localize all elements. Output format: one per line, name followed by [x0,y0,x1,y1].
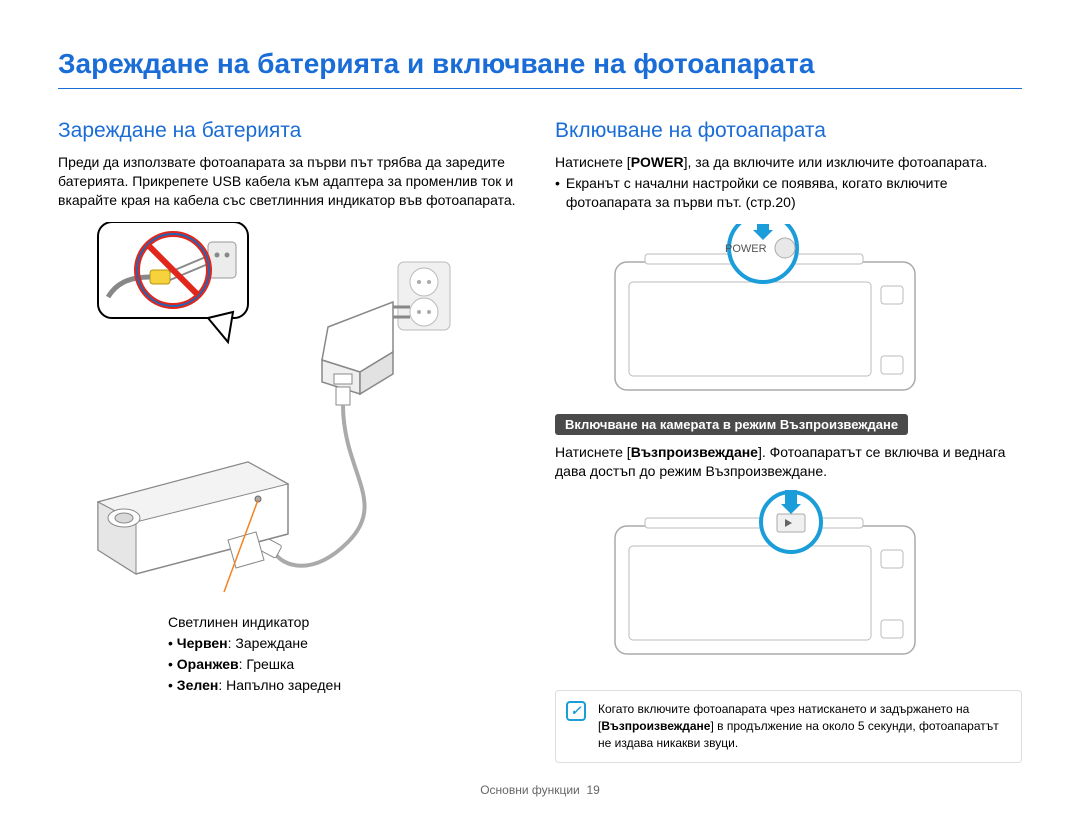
indicator-item: • Зелен: Напълно зареден [168,675,525,696]
note-icon: ✓ [566,701,586,721]
right-bullet-1: • Екранът с начални настройки се появява… [555,174,1022,212]
page-footer: Основни функции 19 [0,783,1080,797]
note-box: ✓ Когато включите фотоапарата чрез натис… [555,690,1022,762]
power-label: POWER [725,243,767,255]
playback-illustration [595,488,1022,660]
left-heading: Зареждане на батерията [58,119,525,143]
indicator-legend: Светлинен индикатор • Червен: Зареждане … [168,612,525,696]
page-title: Зареждане на батерията и включване на фо… [58,48,1022,89]
indicator-item: • Червен: Зареждане [168,633,525,654]
right-column: Включване на фотоапарата Натиснете [POWE… [555,119,1022,763]
ac-adapter [322,302,393,394]
left-paragraph: Преди да използвате фотоапарата за първи… [58,153,525,210]
wall-outlet [398,262,450,330]
right-heading: Включване на фотоапарата [555,119,1022,143]
right-paragraph-2: Натиснете [Възпроизвеждане]. Фотоапаратъ… [555,443,1022,481]
left-column: Зареждане на батерията Преди да използва… [58,119,525,763]
indicator-item: • Оранжев: Грешка [168,654,525,675]
playback-mode-badge: Включване на камерата в режим Възпроизве… [555,414,908,435]
indicator-title: Светлинен индикатор [168,612,525,633]
charging-illustration [58,222,525,602]
prohibit-callout [98,222,248,342]
camera-body [98,462,288,574]
right-paragraph-1: Натиснете [POWER], за да включите или из… [555,153,1022,172]
power-on-illustration: POWER [595,224,1022,396]
